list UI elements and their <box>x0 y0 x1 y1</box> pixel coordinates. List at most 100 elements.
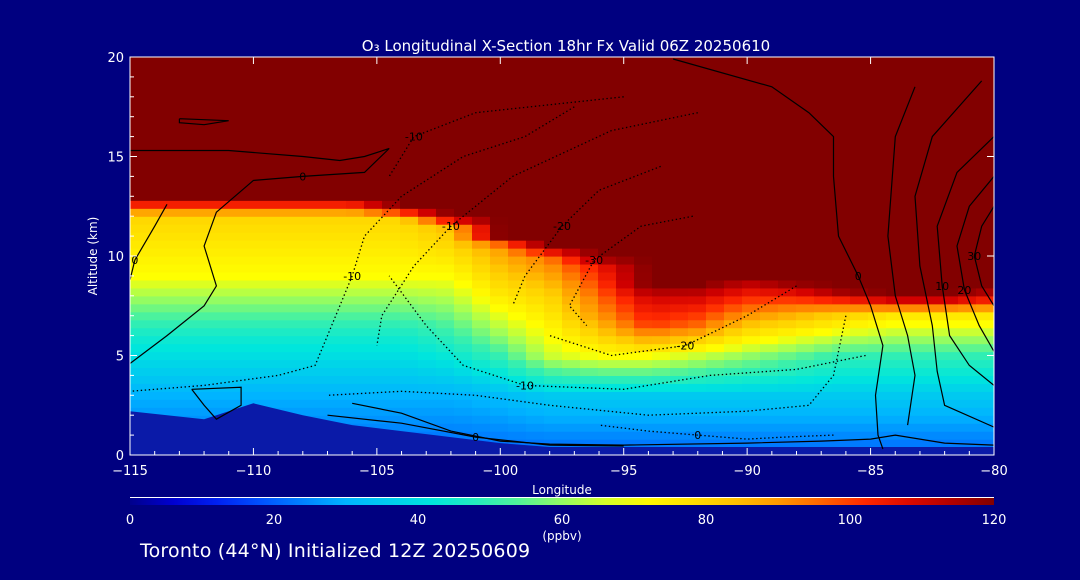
field-cell <box>922 311 941 321</box>
field-cell <box>796 256 815 265</box>
field-cell <box>616 160 635 170</box>
field-cell <box>886 216 905 225</box>
field-cell <box>508 224 527 233</box>
field-cell <box>940 160 959 170</box>
field-cell <box>706 279 725 289</box>
field-cell <box>904 303 923 313</box>
field-cell <box>850 104 869 114</box>
field-cell <box>796 104 815 114</box>
field-cell <box>652 279 671 289</box>
field-cell <box>742 295 761 305</box>
field-cell <box>886 184 905 193</box>
field-cell <box>166 391 185 400</box>
field-cell <box>778 136 797 146</box>
field-cell <box>220 256 239 265</box>
field-cell <box>652 208 671 217</box>
field-cell <box>292 104 311 114</box>
contour-label: 0 <box>299 170 306 183</box>
field-cell <box>904 224 923 233</box>
field-cell <box>814 343 833 353</box>
field-cell <box>256 120 275 130</box>
field-cell <box>148 224 167 233</box>
field-cell <box>796 335 815 345</box>
field-cell <box>652 439 671 448</box>
field-cell <box>832 184 851 193</box>
field-cell <box>814 303 833 313</box>
field-cell <box>166 407 185 416</box>
field-cell <box>724 192 743 201</box>
field-cell <box>436 383 455 392</box>
field-cell <box>508 271 527 281</box>
field-cell <box>382 136 401 146</box>
field-cell <box>922 104 941 114</box>
field-cell <box>184 176 203 185</box>
field-cell <box>760 431 779 440</box>
field-cell <box>922 263 941 273</box>
field-cell <box>670 311 689 321</box>
field-cell <box>688 96 707 106</box>
field-cell <box>688 232 707 241</box>
field-cell <box>436 64 455 74</box>
field-cell <box>742 176 761 185</box>
field-cell <box>328 383 347 392</box>
field-cell <box>544 367 563 376</box>
field-cell <box>616 200 635 209</box>
field-cell <box>346 343 365 353</box>
field-cell <box>976 335 994 345</box>
field-cell <box>418 216 437 225</box>
field-cell <box>886 375 905 384</box>
field-cell <box>832 383 851 392</box>
field-cell <box>868 240 887 249</box>
field-cell <box>148 383 167 392</box>
field-cell <box>184 407 203 416</box>
field-cell <box>400 192 419 201</box>
field-cell <box>454 104 473 114</box>
field-cell <box>688 57 707 66</box>
field-cell <box>364 415 383 424</box>
field-cell <box>454 311 473 321</box>
field-cell <box>544 168 563 177</box>
field-cell <box>958 343 977 353</box>
field-cell <box>526 423 545 432</box>
field-cell <box>652 303 671 313</box>
field-cell <box>778 120 797 130</box>
field-cell <box>202 232 221 241</box>
field-cell <box>346 96 365 106</box>
field-cell <box>652 184 671 193</box>
field-cell <box>832 263 851 273</box>
field-cell <box>454 128 473 138</box>
field-cell <box>616 192 635 201</box>
field-cell <box>490 303 509 313</box>
field-cell <box>904 144 923 154</box>
field-cell <box>922 224 941 233</box>
field-cell <box>148 168 167 177</box>
field-cell <box>742 200 761 209</box>
field-cell <box>940 240 959 249</box>
field-cell <box>184 144 203 154</box>
field-cell <box>202 216 221 225</box>
field-cell <box>328 96 347 106</box>
field-cell <box>436 303 455 313</box>
field-cell <box>724 391 743 400</box>
field-cell <box>760 144 779 154</box>
contour-line <box>130 106 575 392</box>
field-cell <box>202 168 221 177</box>
field-cell <box>364 136 383 146</box>
field-cell <box>130 335 149 345</box>
field-cell <box>904 128 923 138</box>
field-cell <box>544 136 563 146</box>
field-cell <box>724 415 743 424</box>
field-cell <box>868 88 887 98</box>
field-cell <box>634 112 653 122</box>
field-cell <box>472 200 491 209</box>
field-cell <box>850 311 869 321</box>
field-cell <box>670 184 689 193</box>
field-cell <box>472 240 491 249</box>
field-cell <box>724 359 743 369</box>
field-cell <box>958 176 977 185</box>
field-cell <box>724 120 743 130</box>
field-cell <box>634 256 653 265</box>
field-cell <box>598 88 617 98</box>
field-cell <box>238 200 257 209</box>
field-cell <box>886 192 905 201</box>
